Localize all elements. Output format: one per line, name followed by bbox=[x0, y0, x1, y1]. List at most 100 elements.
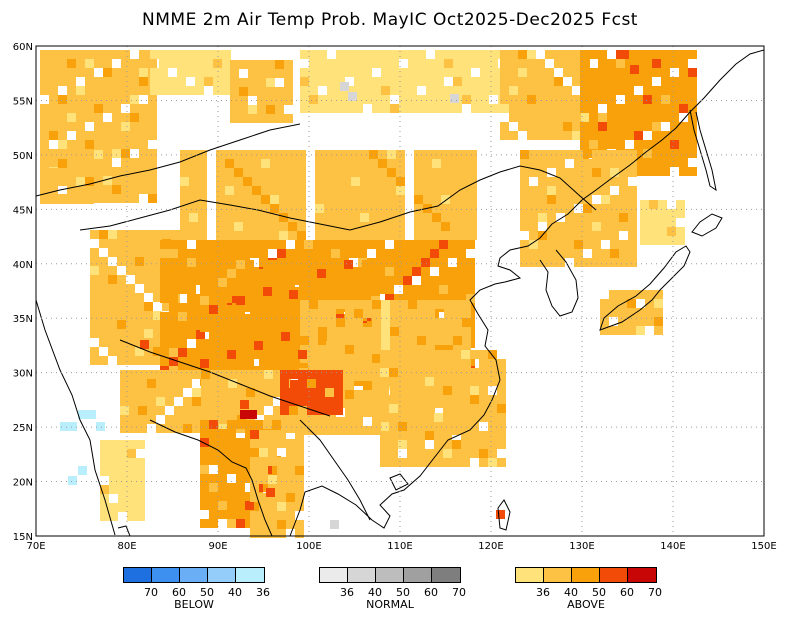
shaded-cell bbox=[625, 104, 634, 113]
shaded-cell bbox=[628, 204, 637, 213]
shaded-cell bbox=[324, 222, 333, 231]
shaded-cell bbox=[250, 249, 259, 258]
shaded-cell bbox=[380, 386, 389, 395]
shaded-cell bbox=[90, 284, 99, 293]
shaded-cell bbox=[295, 330, 304, 339]
shaded-cell bbox=[136, 458, 145, 467]
shaded-cell bbox=[118, 476, 127, 485]
shaded-cell bbox=[210, 379, 219, 388]
shaded-cell-hot bbox=[250, 430, 259, 439]
shaded-cell bbox=[688, 50, 697, 59]
shaded-cell bbox=[295, 466, 304, 475]
shaded-cell bbox=[574, 168, 583, 177]
shaded-cell-below bbox=[78, 466, 87, 475]
shaded-cell bbox=[462, 77, 471, 86]
shaded-cell bbox=[600, 299, 609, 308]
shaded-cell bbox=[360, 195, 369, 204]
shaded-cell bbox=[277, 484, 286, 493]
shaded-cell bbox=[351, 159, 360, 168]
shaded-cell bbox=[345, 68, 354, 77]
shaded-cell bbox=[371, 260, 380, 269]
shaded-cell bbox=[654, 308, 663, 317]
shaded-cell bbox=[453, 318, 462, 327]
shaded-cell bbox=[416, 368, 425, 377]
shaded-cell bbox=[335, 260, 344, 269]
shaded-cell bbox=[619, 222, 628, 231]
shaded-cell bbox=[295, 430, 304, 439]
shaded-cell bbox=[49, 59, 58, 68]
shaded-cell bbox=[389, 404, 398, 413]
shaded-cell bbox=[628, 258, 637, 267]
shaded-cell bbox=[554, 104, 563, 113]
shaded-cell bbox=[518, 77, 527, 86]
shaded-cell bbox=[222, 68, 231, 77]
shaded-cell bbox=[216, 213, 225, 222]
shaded-cell bbox=[372, 104, 381, 113]
shaded-cell bbox=[288, 177, 297, 186]
shaded-cell bbox=[213, 68, 222, 77]
shaded-cell bbox=[117, 248, 126, 257]
shaded-cell bbox=[679, 167, 688, 176]
shaded-cell bbox=[619, 249, 628, 258]
shaded-cell bbox=[85, 95, 94, 104]
shaded-cell bbox=[572, 113, 581, 122]
shaded-cell bbox=[390, 318, 399, 327]
shaded-cell bbox=[589, 131, 598, 140]
shaded-cell bbox=[121, 176, 130, 185]
shaded-cell bbox=[67, 59, 76, 68]
shaded-cell bbox=[327, 59, 336, 68]
shaded-cell bbox=[277, 439, 286, 448]
shaded-cell bbox=[299, 359, 308, 368]
shaded-cell bbox=[459, 177, 468, 186]
shaded-cell bbox=[126, 356, 135, 365]
shaded-cell bbox=[529, 249, 538, 258]
shaded-cell-hot bbox=[140, 340, 149, 349]
shaded-cell bbox=[318, 424, 327, 433]
shaded-cell bbox=[135, 311, 144, 320]
shaded-cell bbox=[40, 140, 49, 149]
shaded-cell bbox=[94, 95, 103, 104]
shaded-cell bbox=[227, 492, 236, 501]
shaded-cell bbox=[342, 186, 351, 195]
shaded-cell bbox=[529, 231, 538, 240]
shaded-cell bbox=[117, 284, 126, 293]
shaded-cell bbox=[300, 415, 309, 424]
shaded-cell bbox=[572, 122, 581, 131]
shaded-cell bbox=[625, 122, 634, 131]
shaded-cell bbox=[580, 104, 589, 113]
shaded-cell bbox=[389, 377, 398, 386]
shaded-cell bbox=[372, 381, 381, 390]
shaded-cell bbox=[121, 113, 130, 122]
shaded-cell bbox=[162, 302, 171, 311]
shaded-cell bbox=[94, 59, 103, 68]
shaded-cell bbox=[85, 186, 94, 195]
shaded-cell bbox=[275, 96, 284, 105]
shaded-cell bbox=[282, 415, 291, 424]
shaded-cell bbox=[227, 429, 236, 438]
shaded-cell-hottest bbox=[240, 410, 249, 419]
shaded-cell bbox=[227, 260, 236, 269]
shaded-cell bbox=[545, 122, 554, 131]
shaded-cell bbox=[286, 457, 295, 466]
shaded-cell bbox=[335, 278, 344, 287]
shaded-cell bbox=[589, 77, 598, 86]
shaded-cell bbox=[423, 195, 432, 204]
shaded-cell bbox=[153, 230, 162, 239]
shaded-cell bbox=[245, 519, 254, 528]
shaded-cell bbox=[245, 474, 254, 483]
shaded-cell bbox=[40, 50, 49, 59]
shaded-cell bbox=[139, 131, 148, 140]
shaded-cell bbox=[327, 390, 336, 399]
shaded-cell bbox=[381, 345, 390, 354]
shaded-cell bbox=[129, 415, 138, 424]
lon-label: 100E bbox=[296, 541, 321, 552]
shaded-cell bbox=[625, 68, 634, 77]
shaded-cell bbox=[200, 465, 209, 474]
shaded-cell bbox=[529, 240, 538, 249]
shaded-cell bbox=[619, 195, 628, 204]
legend-above-tick: 40 bbox=[564, 586, 578, 599]
shaded-cell bbox=[259, 520, 268, 529]
shaded-cell bbox=[236, 474, 245, 483]
shaded-cell bbox=[127, 494, 136, 503]
shaded-cell bbox=[117, 311, 126, 320]
